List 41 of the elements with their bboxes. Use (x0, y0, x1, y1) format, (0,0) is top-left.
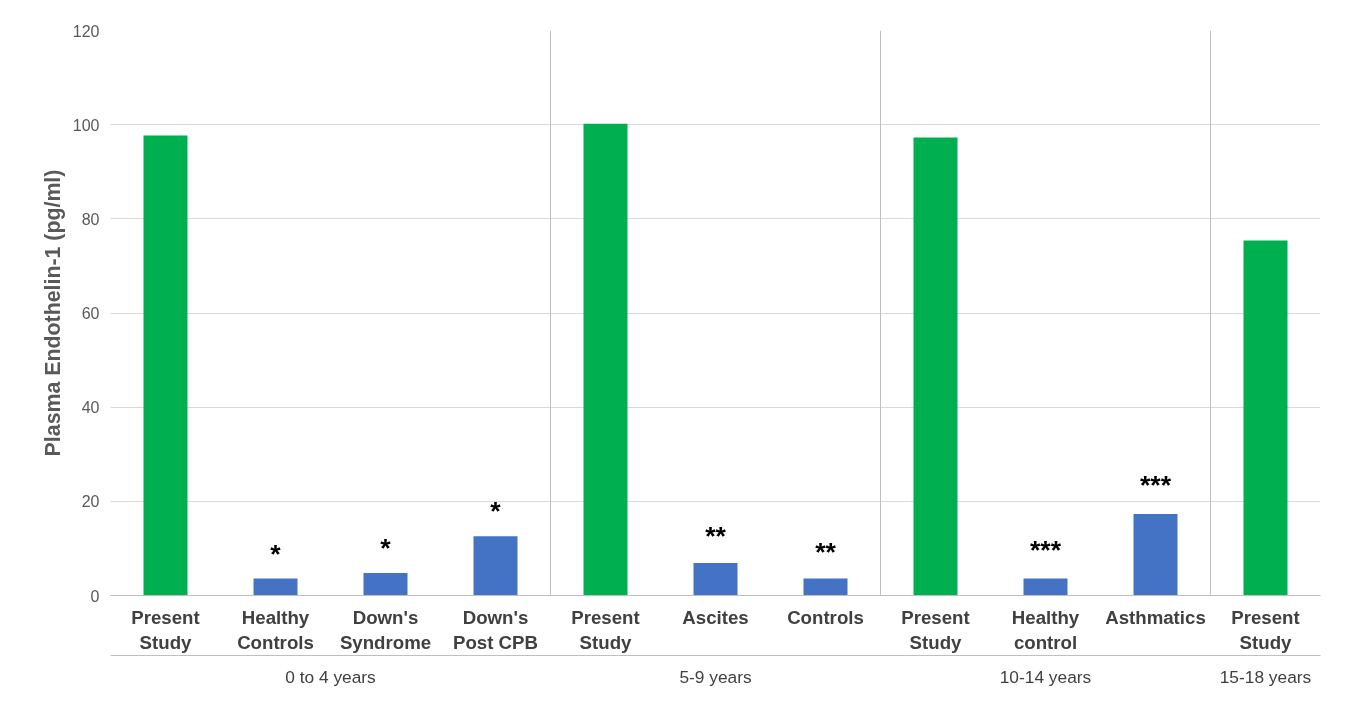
bar (253, 578, 298, 596)
bar (583, 123, 628, 596)
x-tick-label: Present Study (131, 606, 200, 653)
y-tick-label: 120 (72, 22, 100, 40)
bar (1133, 514, 1178, 596)
x-tick-label: Healthy Controls (237, 606, 314, 653)
x-tick-label: Down's Post CPB (453, 606, 539, 653)
x-tick-label: Ascites (682, 606, 749, 628)
y-tick-label: 0 (90, 587, 100, 605)
y-tick-label: 80 (81, 210, 100, 228)
y-tick-label: 40 (81, 399, 100, 417)
annotation: * (490, 496, 502, 527)
x-tick-label: Present Study (571, 606, 640, 653)
annotation: * (380, 532, 392, 563)
text: 0 to 4 years (285, 666, 377, 687)
bar (913, 137, 958, 596)
bar (363, 572, 408, 596)
annotation: ** (815, 536, 837, 567)
y-axis-title: Plasma Endothelin-1 (pg/ml) (40, 169, 65, 457)
bar (1243, 240, 1288, 596)
x-tick-label: Down's Syndrome (339, 606, 432, 653)
bar (803, 578, 848, 596)
annotation: *** (1029, 534, 1062, 565)
x-tick-label: Healthy control (1011, 606, 1080, 653)
y-tick-label: 20 (81, 493, 100, 511)
text: 15-18 years (1219, 666, 1312, 687)
text: 5-9 years (679, 666, 752, 687)
annotation: *** (1139, 470, 1172, 501)
x-tick-label: Present Study (1231, 606, 1300, 653)
annotation: * (270, 538, 282, 569)
bar (693, 563, 738, 596)
y-tick-label: 60 (81, 305, 100, 322)
x-tick-label: Present Study (901, 606, 970, 653)
y-tick-label: 100 (72, 116, 100, 134)
annotation: ** (705, 521, 727, 552)
text: 10-14 years (999, 666, 1092, 687)
bar (473, 536, 518, 596)
bar (143, 135, 188, 596)
x-tick-label: Asthmatics (1105, 606, 1206, 628)
x-tick-label: Controls (787, 606, 864, 628)
bar (1023, 578, 1068, 596)
